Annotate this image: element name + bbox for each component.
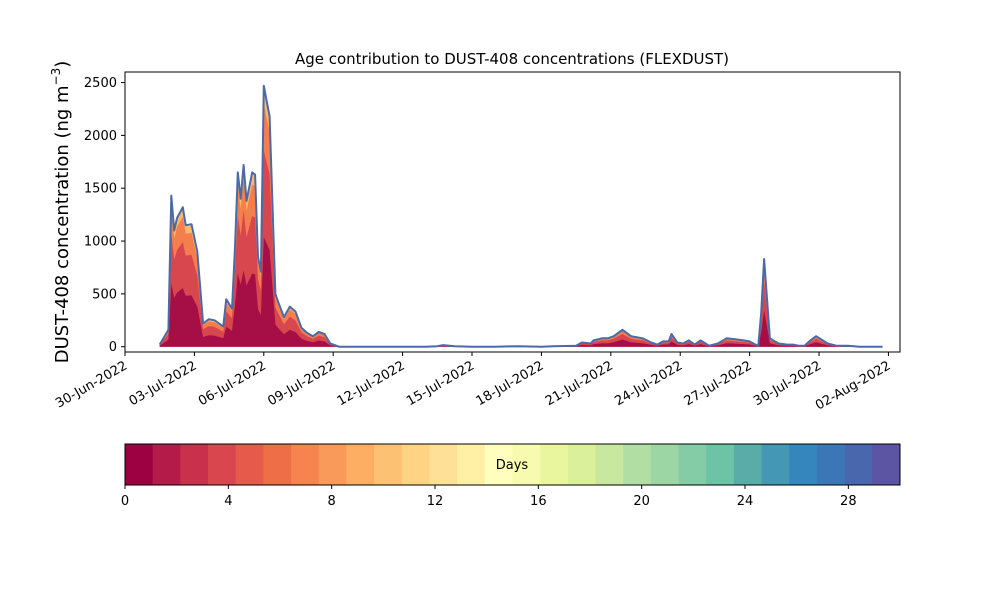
x-tick-label: 15-Jul-2022 (404, 358, 477, 409)
colorbar-tick-label: 12 (427, 494, 444, 509)
colorbar-swatch (484, 444, 513, 485)
colorbar-swatch (346, 444, 375, 485)
x-tick-label: 18-Jul-2022 (474, 358, 547, 409)
colorbar-swatch (733, 444, 763, 485)
colorbar-tick-label: 24 (737, 494, 754, 509)
colorbar-tick-label: 16 (530, 494, 547, 509)
y-tick-label: 0 (109, 340, 117, 355)
colorbar-swatch (844, 444, 873, 485)
colorbar-swatch (540, 444, 569, 485)
colorbar-swatch (263, 444, 292, 485)
colorbar-tick-label: 0 (121, 494, 129, 509)
colorbar-swatch (623, 444, 652, 485)
colorbar-swatch (816, 444, 846, 485)
colorbar-frame (124, 443, 901, 486)
x-axis: 30-Jun-202203-Jul-202206-Jul-202209-Jul-… (53, 352, 893, 414)
y-tick-label: 1500 (84, 182, 117, 197)
colorbar-swatch (208, 444, 237, 485)
x-tick-label: 12-Jul-2022 (335, 358, 408, 409)
x-tick-label: 03-Jul-2022 (127, 358, 200, 409)
colorbar-label: Days (496, 458, 529, 473)
total-concentration-series (158, 84, 883, 348)
colorbar-tick-label: 8 (328, 494, 336, 509)
colorbar-swatch (401, 444, 430, 485)
colorbar-swatch (152, 444, 181, 485)
y-axis: 0 500 1000 1500 2000 2500 (84, 76, 125, 355)
x-tick-label: 21-Jul-2022 (543, 358, 616, 409)
colorbar-swatch (567, 444, 597, 485)
x-tick-label: 30-Jun-2022 (53, 358, 130, 411)
total-concentration-line (158, 84, 883, 348)
colorbar-swatch (650, 444, 680, 485)
y-axis-label: DUST-408 concentration (ng m−3) (49, 61, 73, 364)
colorbar-swatch (678, 444, 707, 485)
colorbar-swatch (595, 444, 624, 485)
x-tick-label: 06-Jul-2022 (196, 358, 269, 409)
colorbar-swatch (291, 444, 320, 485)
age-layer-area (159, 237, 883, 347)
colorbar-swatch (872, 444, 901, 485)
colorbar-swatch (235, 444, 264, 485)
colorbar-swatch (706, 444, 735, 485)
y-tick-label: 2500 (84, 76, 117, 91)
days-colorbar: 0 4 8 12 16 20 24 28 (121, 443, 901, 509)
colorbar-swatch (429, 444, 458, 485)
colorbar-swatch (457, 444, 486, 485)
colorbar-swatch (789, 444, 818, 485)
x-tick-label: 24-Jul-2022 (612, 358, 685, 409)
y-tick-label: 500 (92, 287, 117, 302)
colorbar-swatch (761, 444, 790, 485)
colorbar-swatch (318, 444, 347, 485)
x-tick-label: 27-Jul-2022 (682, 358, 755, 409)
x-tick-label: 09-Jul-2022 (265, 358, 338, 409)
colorbar-tick-label: 20 (633, 494, 650, 509)
y-tick-label: 1000 (84, 235, 117, 250)
chart-title: Age contribution to DUST-408 concentrati… (295, 50, 729, 68)
plot-frame (124, 71, 901, 353)
x-tick-label: 02-Aug-2022 (813, 358, 893, 413)
colorbar-swatch (374, 444, 403, 485)
colorbar-swatch (125, 444, 154, 485)
colorbar-swatch (180, 444, 209, 485)
colorbar-tick-label: 4 (224, 494, 232, 509)
age-layer-area (159, 151, 883, 347)
y-tick-label: 2000 (84, 129, 117, 144)
colorbar-tick-label: 28 (840, 494, 857, 509)
age-layers (159, 85, 883, 347)
colorbar-swatch (512, 444, 541, 485)
